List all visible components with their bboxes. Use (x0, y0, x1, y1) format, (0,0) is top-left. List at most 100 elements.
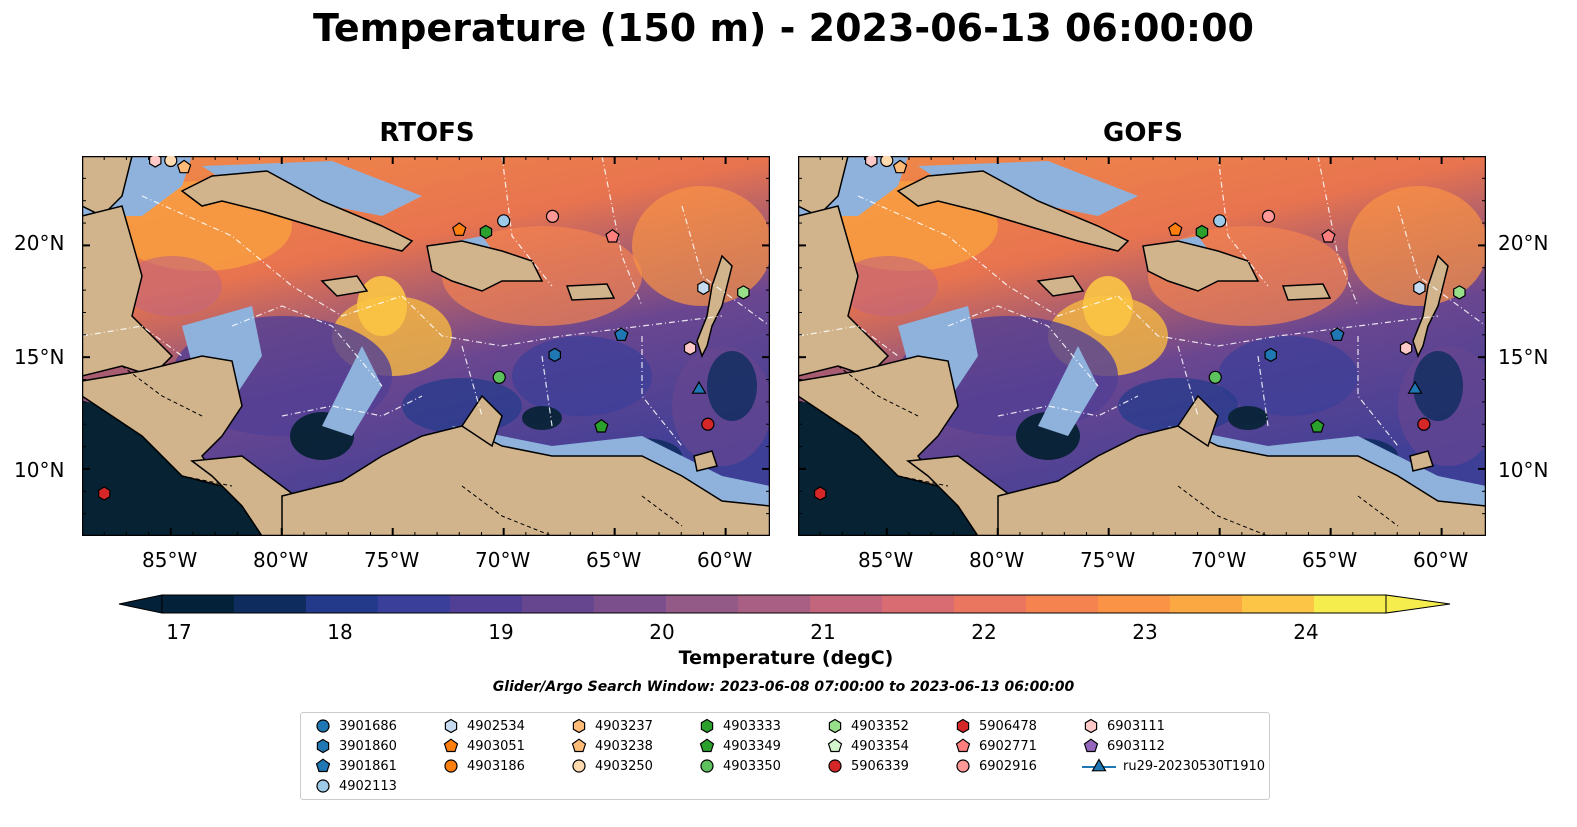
colorbar-segment (1097, 595, 1171, 613)
legend-label: 3901860 (339, 738, 397, 754)
land-hispaniola (426, 240, 544, 292)
land-lesser-antilles (1412, 254, 1449, 358)
legend-item-4903186: 4903186 (441, 756, 525, 776)
land-trinidad (1409, 450, 1434, 472)
float-marker-6903111 (683, 341, 697, 356)
x-tick-65w-left: 65°W (586, 548, 642, 572)
float-marker-4903349 (1310, 418, 1325, 433)
colorbar-segment (737, 595, 811, 613)
legend-marker (1084, 718, 1098, 734)
legend-item-5906478: 5906478 (953, 716, 1037, 736)
temperature-region (1228, 406, 1268, 430)
legend-item-3901686: 3901686 (313, 716, 397, 736)
legend-marker (316, 719, 330, 733)
map-gofs (798, 156, 1486, 536)
legend-marker (828, 759, 842, 773)
hexagon-icon (956, 718, 970, 734)
land-venezuela-peninsula (1176, 394, 1219, 448)
legend-marker (443, 738, 459, 753)
temperature-region (1083, 276, 1133, 336)
colorbar-segment (1241, 595, 1315, 613)
map-rtofs (82, 156, 770, 536)
legend-item-4903349: 4903349 (697, 736, 781, 756)
pentagon-icon (443, 738, 459, 753)
panel-title-rtofs: RTOFS (379, 118, 475, 148)
colorbar-label: Temperature (degC) (678, 647, 894, 669)
colorbar-extend-min (118, 594, 163, 614)
legend-label: ru29-20230530T1910 (1123, 758, 1266, 774)
map-frame (798, 156, 1486, 536)
float-marker-4903350 (492, 370, 506, 384)
temperature-region (707, 351, 757, 421)
pentagon-icon (699, 738, 715, 753)
float-marker-6902916 (545, 209, 560, 223)
colorbar-segment (593, 595, 667, 613)
legend: 3901686 3901860 3901861 4902113 4902534 49030… (300, 712, 1270, 800)
y-tick-10n-right: 10°N (1498, 458, 1549, 482)
legend-label: 3901861 (339, 758, 397, 774)
x-tick-60w-left: 60°W (697, 548, 753, 572)
legend-item-4902113: 4902113 (313, 776, 397, 796)
float-marker-4902534 (697, 280, 710, 296)
temperature-region (357, 276, 407, 336)
legend-label: 3901686 (339, 718, 397, 734)
circle-icon (572, 759, 586, 773)
legend-marker (1083, 738, 1099, 753)
float-marker-3901861 (614, 327, 629, 341)
hexagon-icon (700, 718, 714, 734)
land-border (837, 365, 919, 417)
x-tick-80w-right: 80°W (969, 548, 1025, 572)
legend-item-4902534: 4902534 (441, 716, 525, 736)
land-border (1357, 495, 1399, 527)
x-tick-70w-right: 70°W (1191, 548, 1247, 572)
land-lesser-antilles (696, 254, 733, 358)
temperature-region (632, 186, 770, 306)
eez-boundary (798, 325, 899, 357)
colorbar-extend-max (1385, 594, 1451, 614)
y-tick-20n-right: 20°N (1498, 231, 1549, 255)
colorbar-tick-22: 22 (971, 620, 997, 644)
legend-label: 5906478 (979, 718, 1037, 734)
legend-item-4903238: 4903238 (569, 736, 653, 756)
float-marker-3901860 (548, 347, 561, 363)
legend-label: 4903349 (723, 738, 781, 754)
legend-item-3901861: 3901861 (313, 756, 397, 776)
legend-label: 4903186 (467, 758, 525, 774)
figure-title: Temperature (150 m) - 2023-06-13 06:00:0… (312, 6, 1254, 50)
land-border (1177, 485, 1269, 536)
land-jamaica (320, 275, 369, 297)
land-jamaica (1036, 275, 1085, 297)
colorbar-tick-20: 20 (649, 620, 675, 644)
eez-boundary (1257, 355, 1269, 427)
legend-label: 4902534 (467, 718, 525, 734)
land-border (181, 475, 233, 487)
hexagon-icon (572, 718, 586, 734)
colorbar-segment (1025, 595, 1099, 613)
pentagon-icon (315, 758, 331, 773)
colorbar-frame (161, 594, 1387, 614)
shelf-water (1038, 346, 1098, 436)
y-tick-20n-left: 20°N (14, 231, 65, 255)
land-honduras-nicaragua (82, 355, 243, 488)
map-panel-gofs: GOFS (798, 118, 1488, 540)
colorbar-tick-19: 19 (488, 620, 514, 644)
hexagon-icon (444, 718, 458, 734)
map-panel-rtofs: RTOFS (82, 118, 772, 540)
legend-label: 6903112 (1107, 738, 1165, 754)
colorbar-segment (881, 595, 955, 613)
hexagon-icon (316, 738, 330, 754)
legend-item-4903250: 4903250 (569, 756, 653, 776)
y-tick-15n-right: 15°N (1498, 345, 1549, 369)
float-marker-3901861 (1330, 327, 1345, 341)
land-florida-gulf (798, 156, 849, 217)
colorbar-tick-24: 24 (1293, 620, 1319, 644)
legend-label: 6902771 (979, 738, 1037, 754)
colorbar: 17 18 19 20 21 22 23 24 Temperature (deg… (116, 592, 1456, 669)
x-tick-70w-left: 70°W (475, 548, 531, 572)
legend-label: 6902916 (979, 758, 1037, 774)
temperature-region (838, 256, 938, 316)
colorbar-segment (305, 595, 379, 613)
legend-item-ru29-20230530T1910: ru29-20230530T1910 (1081, 756, 1265, 776)
eez-boundary (1117, 295, 1439, 347)
temperature-region (122, 256, 222, 316)
